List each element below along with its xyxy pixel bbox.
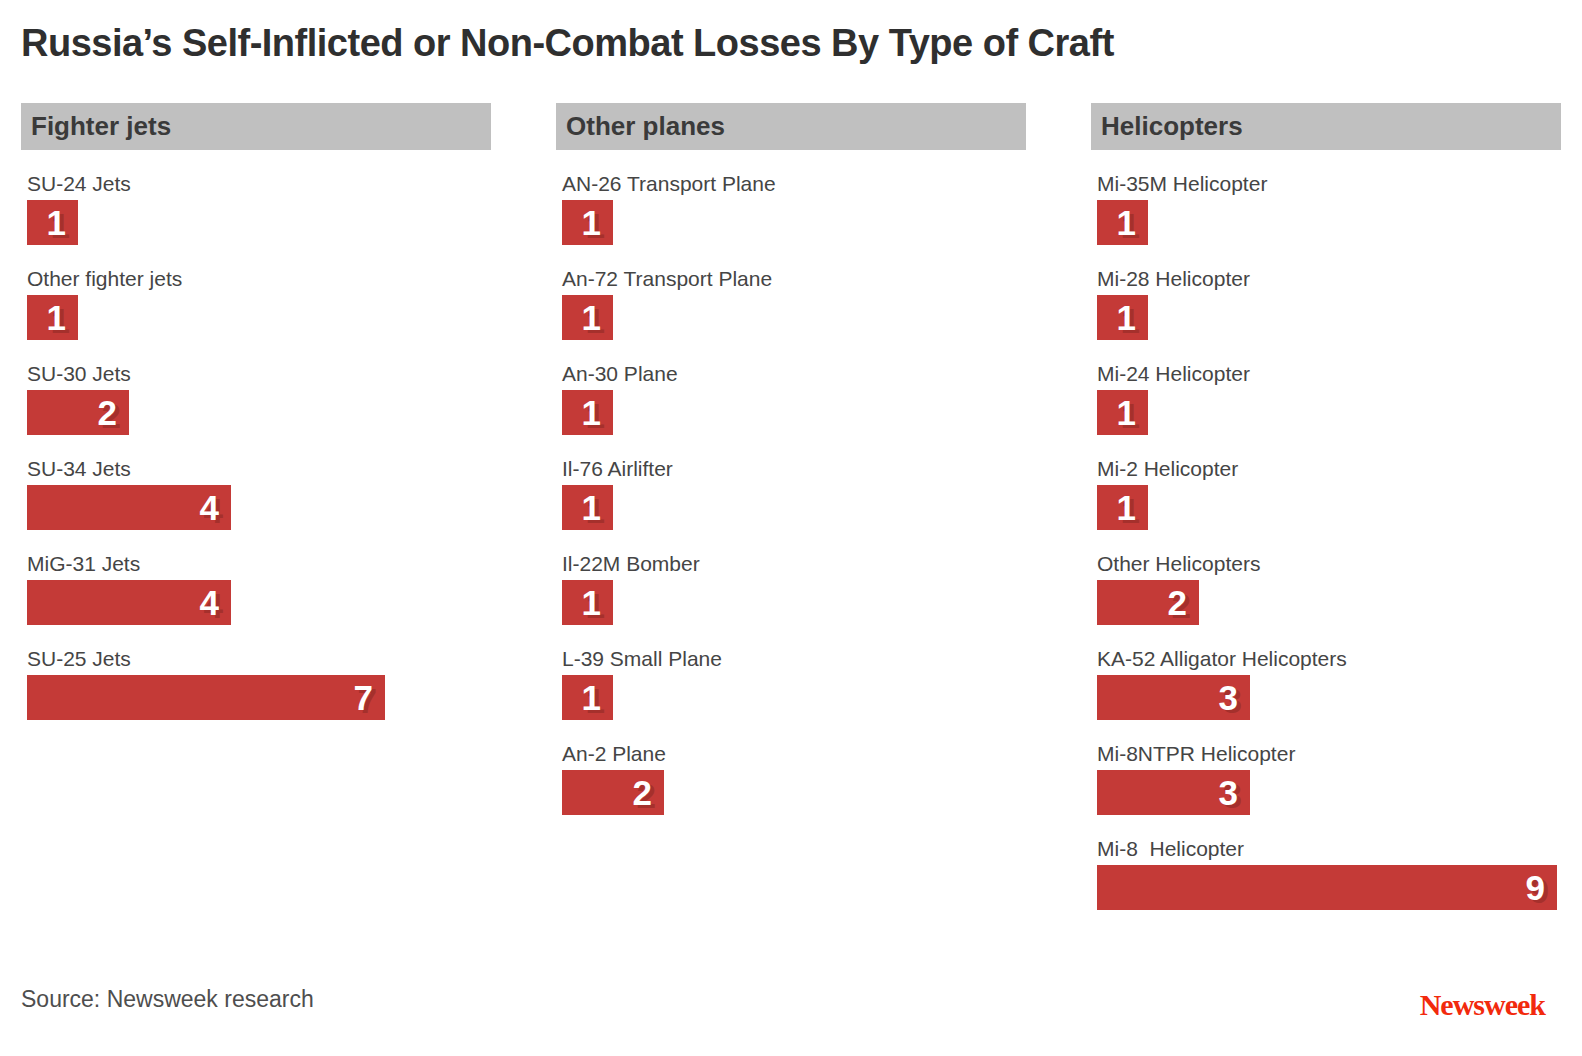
- bar-label: SU-25 Jets: [21, 645, 491, 673]
- bar: 9: [1097, 865, 1557, 910]
- section-rows: AN-26 Transport Plane 1 An-72 Transport …: [556, 170, 1026, 815]
- bar-row: Other Helicopters 2: [1091, 550, 1561, 625]
- bar-label: Mi-8 Helicopter: [1091, 835, 1561, 863]
- bar-label: Il-76 Airlifter: [556, 455, 1026, 483]
- bar: 1: [562, 295, 613, 340]
- bar-value: 1: [1117, 488, 1136, 527]
- newsweek-logo: Newsweek: [1420, 988, 1545, 1022]
- bar-value: 1: [582, 298, 601, 337]
- bar-row: Mi-28 Helicopter 1: [1091, 265, 1561, 340]
- bar: 1: [27, 200, 78, 245]
- bar-label: SU-30 Jets: [21, 360, 491, 388]
- bar-value: 4: [200, 488, 219, 527]
- bar-value: 1: [582, 393, 601, 432]
- bar-row: Il-76 Airlifter 1: [556, 455, 1026, 530]
- bar-row: An-30 Plane 1: [556, 360, 1026, 435]
- bar-label: Mi-24 Helicopter: [1091, 360, 1561, 388]
- chart-section: Fighter jets SU-24 Jets 1 Other fighter …: [21, 103, 491, 910]
- bar-value: 2: [98, 393, 117, 432]
- section-rows: SU-24 Jets 1 Other fighter jets 1 SU-30 …: [21, 170, 491, 720]
- bar-value: 1: [1117, 298, 1136, 337]
- bar-row: L-39 Small Plane 1: [556, 645, 1026, 720]
- bar-row: Mi-24 Helicopter 1: [1091, 360, 1561, 435]
- bar: 1: [562, 675, 613, 720]
- bar-value: 3: [1219, 678, 1238, 717]
- bar-row: SU-30 Jets 2: [21, 360, 491, 435]
- bar-label: SU-34 Jets: [21, 455, 491, 483]
- bar: 1: [27, 295, 78, 340]
- bar: 1: [562, 390, 613, 435]
- bar-row: AN-26 Transport Plane 1: [556, 170, 1026, 245]
- bar-label: Mi-2 Helicopter: [1091, 455, 1561, 483]
- bar: 1: [1097, 200, 1148, 245]
- bar-row: Il-22M Bomber 1: [556, 550, 1026, 625]
- bar-row: SU-34 Jets 4: [21, 455, 491, 530]
- bar-label: SU-24 Jets: [21, 170, 491, 198]
- section-header: Fighter jets: [21, 103, 491, 150]
- page-title: Russia’s Self-Inflicted or Non-Combat Lo…: [21, 22, 1114, 65]
- bar: 1: [562, 485, 613, 530]
- bar-label: AN-26 Transport Plane: [556, 170, 1026, 198]
- bar-label: Il-22M Bomber: [556, 550, 1026, 578]
- source-note: Source: Newsweek research: [21, 986, 314, 1013]
- bar-value: 2: [1168, 583, 1187, 622]
- bar: 2: [1097, 580, 1199, 625]
- bar: 4: [27, 485, 231, 530]
- bar-value: 4: [200, 583, 219, 622]
- bar-value: 9: [1526, 868, 1545, 907]
- chart-section: Other planes AN-26 Transport Plane 1 An-…: [556, 103, 1026, 910]
- bar-value: 1: [1117, 203, 1136, 242]
- bar-label: An-72 Transport Plane: [556, 265, 1026, 293]
- bar-label: KA-52 Alligator Helicopters: [1091, 645, 1561, 673]
- bar: 4: [27, 580, 231, 625]
- section-header: Other planes: [556, 103, 1026, 150]
- bar-label: Other fighter jets: [21, 265, 491, 293]
- bar-value: 1: [1117, 393, 1136, 432]
- bar: 1: [562, 580, 613, 625]
- bar-label: An-2 Plane: [556, 740, 1026, 768]
- bar-label: MiG-31 Jets: [21, 550, 491, 578]
- bar-label: L-39 Small Plane: [556, 645, 1026, 673]
- bar-label: An-30 Plane: [556, 360, 1026, 388]
- bar-value: 1: [582, 583, 601, 622]
- chart-columns: Fighter jets SU-24 Jets 1 Other fighter …: [21, 103, 1561, 910]
- bar-row: MiG-31 Jets 4: [21, 550, 491, 625]
- bar-value: 1: [47, 298, 66, 337]
- bar-row: An-2 Plane 2: [556, 740, 1026, 815]
- bar: 1: [1097, 485, 1148, 530]
- bar-value: 3: [1219, 773, 1238, 812]
- bar: 3: [1097, 770, 1250, 815]
- bar-label: Other Helicopters: [1091, 550, 1561, 578]
- bar-row: Mi-2 Helicopter 1: [1091, 455, 1561, 530]
- infographic-page: Russia’s Self-Inflicted or Non-Combat Lo…: [0, 0, 1582, 1056]
- bar-value: 7: [354, 678, 373, 717]
- bar-row: Other fighter jets 1: [21, 265, 491, 340]
- bar: 2: [27, 390, 129, 435]
- bar-value: 1: [47, 203, 66, 242]
- bar-row: Mi-8 Helicopter 9: [1091, 835, 1561, 910]
- bar: 1: [1097, 295, 1148, 340]
- bar: 1: [1097, 390, 1148, 435]
- bar: 7: [27, 675, 385, 720]
- bar-row: An-72 Transport Plane 1: [556, 265, 1026, 340]
- chart-section: Helicopters Mi-35M Helicopter 1 Mi-28 He…: [1091, 103, 1561, 910]
- section-rows: Mi-35M Helicopter 1 Mi-28 Helicopter 1 M…: [1091, 170, 1561, 910]
- bar-label: Mi-28 Helicopter: [1091, 265, 1561, 293]
- bar-value: 1: [582, 678, 601, 717]
- bar-value: 1: [582, 203, 601, 242]
- bar-row: KA-52 Alligator Helicopters 3: [1091, 645, 1561, 720]
- bar: 1: [562, 200, 613, 245]
- bar-row: SU-25 Jets 7: [21, 645, 491, 720]
- bar-value: 2: [633, 773, 652, 812]
- section-header: Helicopters: [1091, 103, 1561, 150]
- bar-label: Mi-35M Helicopter: [1091, 170, 1561, 198]
- bar-value: 1: [582, 488, 601, 527]
- bar: 3: [1097, 675, 1250, 720]
- bar: 2: [562, 770, 664, 815]
- bar-row: Mi-8NTPR Helicopter 3: [1091, 740, 1561, 815]
- bar-row: SU-24 Jets 1: [21, 170, 491, 245]
- bar-row: Mi-35M Helicopter 1: [1091, 170, 1561, 245]
- bar-label: Mi-8NTPR Helicopter: [1091, 740, 1561, 768]
